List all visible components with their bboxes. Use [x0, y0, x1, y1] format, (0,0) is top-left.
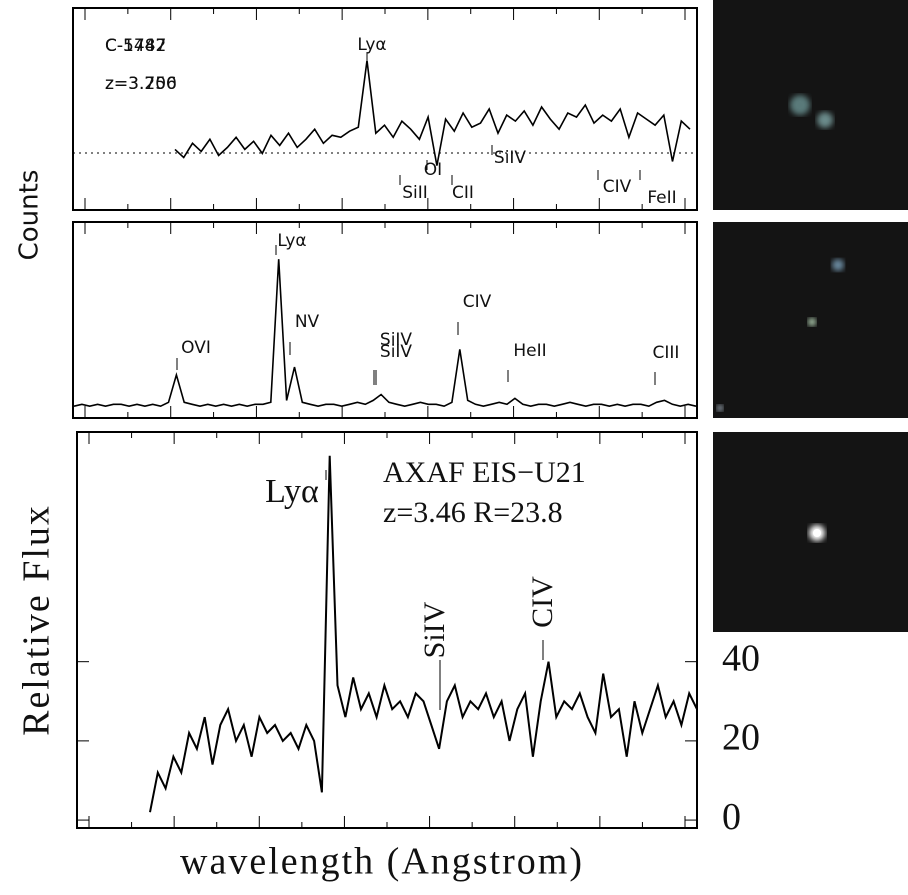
line-label: Lyα: [265, 473, 319, 510]
line-label: SiIV: [380, 330, 413, 350]
y-axis-label: Counts: [15, 170, 45, 261]
image-blob: [817, 112, 833, 128]
line-label: FeII: [647, 188, 676, 208]
line-label: CIV: [526, 576, 559, 628]
panel-subtitle: z=3.700: [105, 74, 177, 94]
image-panel: [713, 0, 908, 210]
line-label: SiIV: [380, 342, 413, 362]
image-blob: [808, 318, 816, 326]
panel-title: AXAF EIS−U21: [383, 456, 586, 489]
line-label: OVI: [181, 338, 211, 358]
image-blob: [790, 95, 810, 115]
panel-subtitle: z=3.46 R=23.8: [383, 496, 563, 529]
line-label: CIV: [603, 177, 632, 197]
spectrum-line: [174, 60, 691, 166]
x-axis-label: wavelength (Angstrom): [180, 841, 584, 883]
line-label: SiII: [402, 183, 428, 203]
panel-subtitle: z=3.256: [105, 74, 177, 94]
line-label: NV: [295, 312, 320, 332]
image-blob: [717, 405, 723, 411]
panel-title: C-1787: [105, 36, 166, 56]
y-axis-label: Relative Flux: [16, 504, 58, 736]
image-blob: [813, 529, 821, 537]
spectrum-line: [149, 455, 698, 813]
y-tick-label: 0: [722, 796, 741, 838]
spectrum-line: [73, 259, 697, 408]
image-blob: [832, 259, 844, 271]
thumbnails: [713, 0, 908, 632]
y-tick-label: 40: [722, 637, 760, 679]
line-label: OI: [424, 160, 442, 180]
line-label: CIV: [463, 292, 492, 312]
panel-title: C-5442: [105, 36, 166, 56]
line-label: CII: [452, 183, 474, 203]
line-label: SiIV: [418, 601, 451, 658]
line-label: SiIV: [494, 148, 527, 168]
line-label: CIII: [653, 343, 680, 363]
line-label: Lyα: [277, 231, 306, 251]
plot-frame: [72, 221, 698, 419]
line-label: HeII: [513, 341, 546, 361]
line-label: Lyα: [357, 35, 386, 55]
y-tick-label: 20: [722, 717, 760, 759]
